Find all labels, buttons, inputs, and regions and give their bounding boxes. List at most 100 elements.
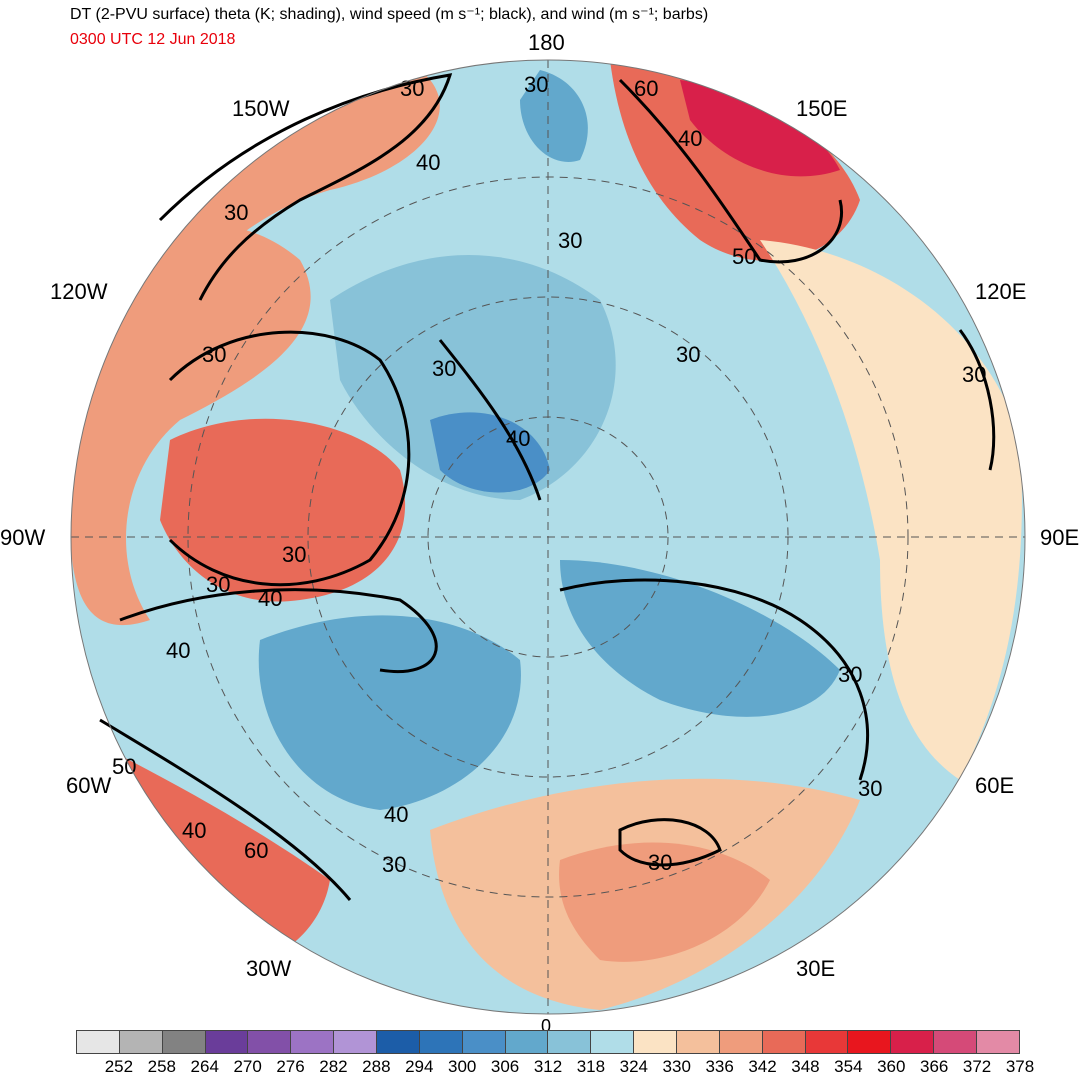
colorbar-swatch [419, 1031, 463, 1053]
warm-region-west [71, 225, 311, 625]
colorbar-tick-label: 342 [748, 1057, 777, 1076]
colorbar-swatch [548, 1031, 592, 1053]
colorbar-tick-label: 270 [233, 1057, 262, 1076]
colorbar-tick-label: 354 [834, 1057, 863, 1076]
colorbar-tick-label: 258 [147, 1057, 176, 1076]
colorbar [76, 1030, 1020, 1054]
svg-text:50: 50 [732, 244, 756, 269]
svg-text:30: 30 [524, 72, 548, 97]
svg-text:30: 30 [648, 850, 672, 875]
svg-text:30: 30 [962, 362, 986, 387]
colorbar-swatch [291, 1031, 335, 1053]
colorbar-swatch [719, 1031, 763, 1053]
colorbar-tick-label: 294 [405, 1057, 434, 1076]
svg-text:60: 60 [634, 76, 658, 101]
warm-region-pacific [610, 60, 860, 261]
colorbar-swatch [205, 1031, 249, 1053]
colorbar-tick-label: 282 [319, 1057, 348, 1076]
svg-text:40: 40 [506, 426, 530, 451]
colorbar-swatch [805, 1031, 849, 1053]
cool-region-core [430, 412, 550, 493]
svg-text:50: 50 [112, 754, 136, 779]
svg-text:30: 30 [282, 542, 306, 567]
colorbar-tick-label: 378 [1005, 1057, 1035, 1076]
warm-region-europe-inner [559, 842, 770, 962]
hot-region-pacific [680, 80, 840, 177]
colorbar-tick-label: 366 [919, 1057, 949, 1076]
colorbar-tick-label: 324 [619, 1057, 648, 1076]
colorbar-swatch [977, 1031, 1019, 1053]
contour-labels: 30 30 60 40 40 30 30 50 30 30 30 30 40 3… [112, 72, 986, 877]
colorbar-tick-label: 372 [962, 1057, 992, 1076]
lon-label-60e: 60E [975, 773, 1015, 798]
valid-time: 0300 UTC 12 Jun 2018 [70, 31, 236, 48]
colorbar-tick-label: 312 [533, 1057, 563, 1076]
cool-region-arctic [330, 255, 616, 500]
map-title: DT (2-PVU surface) theta (K; shading), w… [70, 6, 709, 23]
colorbar-tick-label: 264 [190, 1057, 219, 1076]
svg-text:60: 60 [244, 838, 268, 863]
colorbar-swatch [462, 1031, 506, 1053]
colorbar-tick-label: 288 [362, 1057, 391, 1076]
colorbar-tick-label: 306 [490, 1057, 520, 1076]
lon-label-90w: 90W [0, 525, 46, 550]
svg-text:30: 30 [202, 342, 226, 367]
svg-text:40: 40 [258, 586, 282, 611]
cool-region-siberia [560, 560, 840, 717]
colorbar-swatch [848, 1031, 892, 1053]
colorbar-swatch [505, 1031, 549, 1053]
colorbar-swatch [119, 1031, 163, 1053]
colorbar-tick-label: 336 [705, 1057, 734, 1076]
lon-label-30w: 30W [246, 956, 292, 981]
svg-text:30: 30 [224, 200, 248, 225]
colorbar-swatch [762, 1031, 806, 1053]
warm-region-asia [760, 240, 1022, 780]
colorbar-tick-label: 318 [576, 1057, 606, 1076]
lon-label-150w: 150W [232, 96, 290, 121]
colorbar-swatch [934, 1031, 978, 1053]
colorbar-swatch [591, 1031, 635, 1053]
warm-region-nw [90, 70, 440, 320]
cool-region-pole [520, 70, 588, 162]
colorbar-tick-label: 276 [276, 1057, 305, 1076]
lon-label-0: 0 [541, 1016, 552, 1036]
graticule [71, 60, 1025, 1014]
svg-text:40: 40 [182, 818, 206, 843]
colorbar-tick-label: 300 [447, 1057, 477, 1076]
colorbar-swatch [891, 1031, 935, 1053]
colorbar-tick-label: 348 [791, 1057, 820, 1076]
shading-layer [71, 60, 1025, 1014]
lon-label-60w: 60W [66, 773, 112, 798]
lon-label-120w: 120W [50, 279, 108, 304]
svg-text:30: 30 [206, 572, 230, 597]
colorbar-swatch [334, 1031, 378, 1053]
svg-text:30: 30 [382, 852, 406, 877]
colorbar-swatch [248, 1031, 292, 1053]
colorbar-swatch [634, 1031, 678, 1053]
lon-label-30e: 30E [796, 956, 836, 981]
wind-speed-contours [99, 73, 996, 901]
svg-text:30: 30 [858, 776, 882, 801]
colorbar-tick-label: 252 [104, 1057, 134, 1076]
cool-region-greenland [258, 615, 521, 810]
svg-text:30: 30 [838, 662, 862, 687]
svg-text:30: 30 [558, 228, 582, 253]
lon-label-90e: 90E [1040, 525, 1080, 550]
warm-region-atlantic [90, 740, 330, 966]
warm-region-canada [160, 418, 406, 602]
polar-map[interactable]: 30 30 60 40 40 30 30 50 30 30 30 30 40 3… [0, 0, 1088, 1030]
svg-text:30: 30 [432, 356, 456, 381]
svg-text:40: 40 [384, 802, 408, 827]
lon-label-120e: 120E [975, 279, 1027, 304]
colorbar-swatch [677, 1031, 720, 1053]
lon-label-180: 180 [528, 30, 565, 55]
lon-label-150e: 150E [796, 96, 848, 121]
colorbar-tick-label: 330 [662, 1057, 691, 1076]
svg-text:40: 40 [416, 150, 440, 175]
colorbar-swatch [77, 1031, 120, 1053]
colorbar-swatch [377, 1031, 420, 1053]
map-boundary [70, 59, 1026, 1015]
colorbar-swatch [162, 1031, 206, 1053]
colorbar-tick-label: 360 [877, 1057, 906, 1076]
svg-text:40: 40 [166, 638, 190, 663]
